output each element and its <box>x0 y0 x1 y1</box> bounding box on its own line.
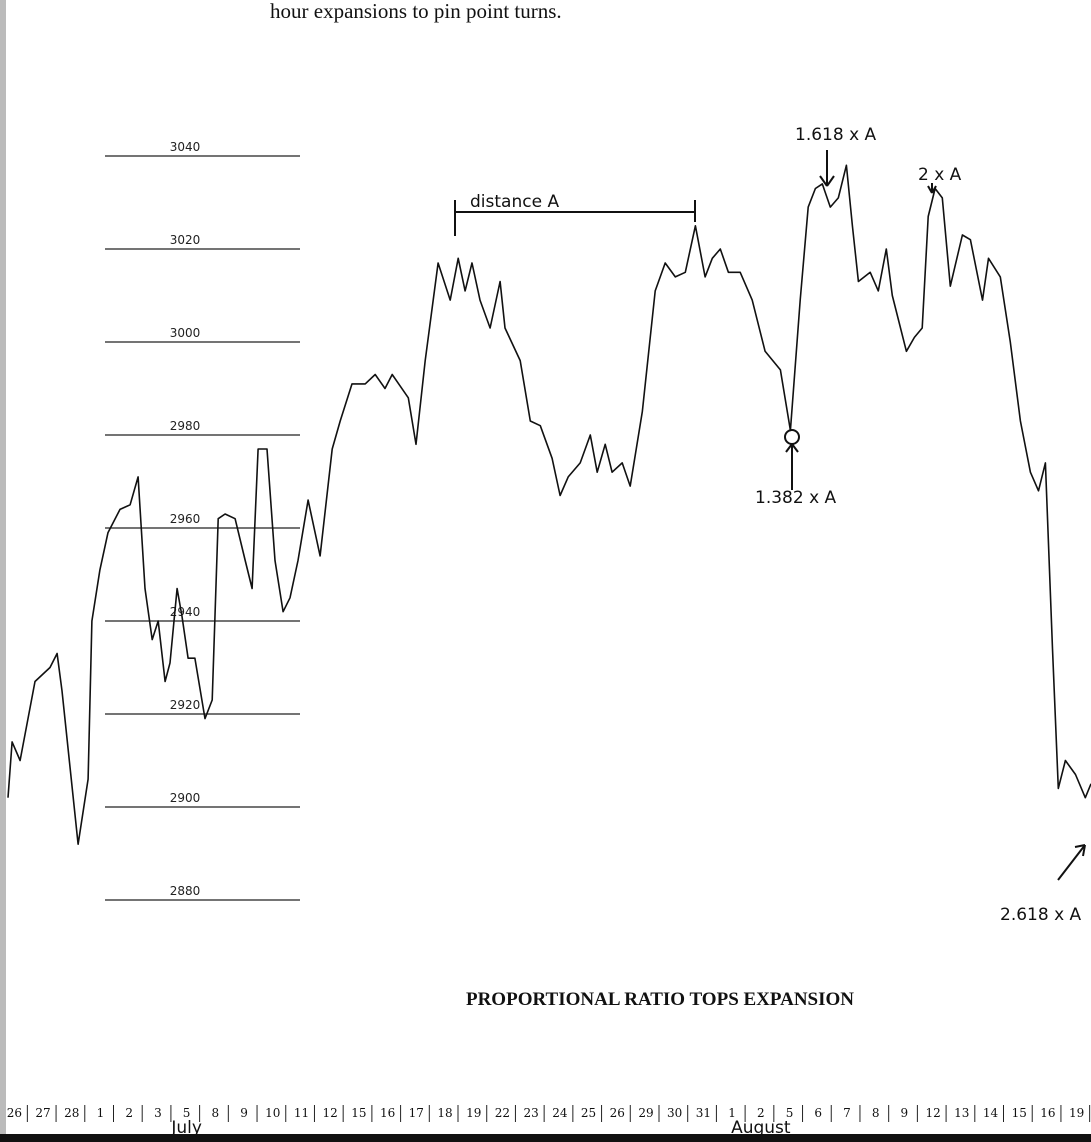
y-tick-label: 3040 <box>170 140 201 154</box>
scan-edge <box>0 0 6 1142</box>
x-tick-label: 9 <box>240 1106 248 1120</box>
x-tick-label: 30 <box>667 1106 682 1120</box>
x-tick-label: 22 <box>495 1106 510 1120</box>
x-tick-label: 14 <box>983 1106 999 1120</box>
y-tick-label: 2880 <box>170 884 201 898</box>
y-tick-label: 2900 <box>170 791 201 805</box>
x-tick-label: 26 <box>7 1106 22 1120</box>
x-tick-label: 26 <box>610 1106 625 1120</box>
annotation-stroke <box>1058 845 1085 880</box>
x-tick-label: 19 <box>466 1106 481 1120</box>
month-label: July <box>170 1118 202 1138</box>
price-line <box>8 165 1091 844</box>
annotation: 1.382 x A <box>755 488 837 508</box>
y-tick-label: 3000 <box>170 326 201 340</box>
month-label: August <box>731 1118 791 1138</box>
x-tick-label: 18 <box>437 1106 452 1120</box>
y-tick-label: 2980 <box>170 419 201 433</box>
x-tick-label: 16 <box>380 1106 395 1120</box>
x-tick-label: 12 <box>925 1106 940 1120</box>
x-tick-label: 27 <box>35 1106 50 1120</box>
annotation-circle <box>785 430 799 444</box>
annotation: 1.618 x A <box>795 125 877 145</box>
x-tick-label: 8 <box>872 1106 880 1120</box>
chart: hour expansions to pin point turns. PROP… <box>0 0 1091 1142</box>
x-tick-label: 9 <box>901 1106 909 1120</box>
x-tick-label: 7 <box>843 1106 851 1120</box>
x-tick-label: 15 <box>351 1106 366 1120</box>
annotation-stroke <box>827 176 834 186</box>
annotation: 2 x A <box>918 165 962 185</box>
x-tick-label: 1 <box>97 1106 105 1120</box>
page: {"text_above": "hour expansions to pin p… <box>0 0 1091 1142</box>
x-tick-label: 24 <box>552 1106 568 1120</box>
x-tick-label: 17 <box>409 1106 424 1120</box>
x-tick-label: 3 <box>154 1106 162 1120</box>
annotation: 2.618 x A <box>1000 905 1082 925</box>
x-tick-label: 29 <box>638 1106 653 1120</box>
x-tick-label: 6 <box>814 1106 822 1120</box>
x-tick-label: 19 <box>1069 1106 1084 1120</box>
x-tick-label: 8 <box>212 1106 220 1120</box>
y-tick-label: 2920 <box>170 698 201 712</box>
x-tick-label: 25 <box>581 1106 596 1120</box>
x-tick-label: 13 <box>954 1106 969 1120</box>
y-tick-label: 2960 <box>170 512 201 526</box>
chart-title: PROPORTIONAL RATIO TOPS EXPANSION <box>466 989 854 1010</box>
x-tick-label: 16 <box>1040 1106 1055 1120</box>
x-tick-label: 23 <box>524 1106 539 1120</box>
x-tick-label: 28 <box>64 1106 79 1120</box>
y-tick-label: 3020 <box>170 233 201 247</box>
scan-bar <box>0 1134 1091 1142</box>
x-tick-label: 10 <box>265 1106 280 1120</box>
x-tick-label: 12 <box>323 1106 338 1120</box>
text-above: hour expansions to pin point turns. <box>270 0 562 23</box>
x-tick-label: 11 <box>294 1106 309 1120</box>
x-tick-label: 2 <box>125 1106 133 1120</box>
x-tick-label: 31 <box>696 1106 711 1120</box>
x-tick-label: 15 <box>1012 1106 1027 1120</box>
annotation: distance A <box>470 192 559 212</box>
